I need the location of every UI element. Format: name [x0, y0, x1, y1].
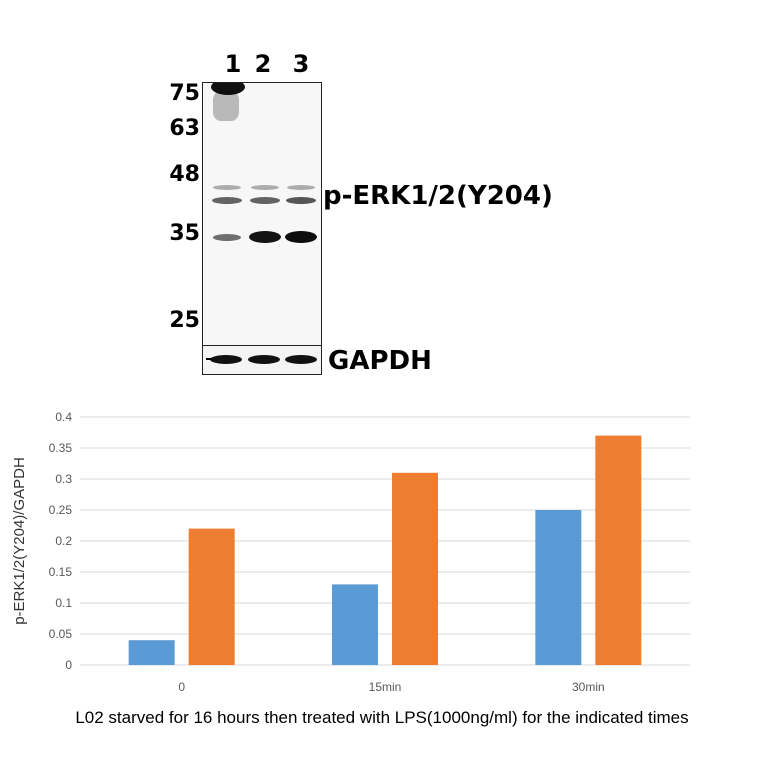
x-tick-label-1: 15min — [369, 680, 402, 694]
band-lane3-erk1 — [286, 197, 316, 204]
y-tick-label-4: 0.2 — [55, 534, 72, 548]
bar-chart: 0 0.05 0.1 0.15 0.2 0.25 0.3 0.35 0.4 0 15min 30min… — [0, 395, 764, 764]
band-lane3-48kda-upper — [287, 185, 315, 190]
lane-label-3: 3 — [292, 50, 310, 78]
y-tick-label-0: 0 — [65, 658, 72, 672]
lane-label-2: 2 — [254, 50, 272, 78]
band-lane1-75kda — [211, 83, 245, 95]
y-axis-label: p-ERK1/2(Y204)/GAPDH — [11, 457, 28, 625]
bar-series1-1 — [332, 584, 378, 665]
marker-48: 48 — [169, 162, 200, 187]
y-tick-label-5: 0.25 — [49, 503, 73, 517]
band-lane2-erk1 — [250, 197, 280, 204]
marker-75: 75 — [169, 81, 200, 106]
band-lane2-gapdh — [248, 355, 280, 364]
band-lane1-erk1 — [212, 197, 242, 204]
target-protein-label: p-ERK1/2(Y204) — [323, 181, 553, 211]
bar-series2-0 — [188, 528, 235, 665]
y-tick-label-3: 0.15 — [49, 565, 73, 579]
y-tick-label-7: 0.35 — [49, 441, 73, 455]
band-lane3-gapdh — [285, 355, 317, 364]
gapdh-tick — [206, 358, 212, 360]
gapdh-blot-membrane — [202, 345, 322, 375]
western-blot-panel: 1 2 3 75 63 48 35 25 p-ERK1/2(Y204) GAPD… — [160, 40, 600, 380]
bar-series1-2 — [535, 510, 582, 665]
bar-series2-1 — [392, 472, 438, 665]
bar-series2-2 — [595, 435, 642, 665]
figure-caption: L02 starved for 16 hours then treated wi… — [75, 708, 689, 727]
marker-63: 63 — [169, 116, 200, 141]
band-lane1-erk2 — [213, 234, 241, 241]
x-tick-label-2: 30min — [572, 680, 605, 694]
lane-label-1: 1 — [224, 50, 242, 78]
y-tick-label-8: 0.4 — [55, 410, 72, 424]
band-lane2-erk2 — [249, 231, 281, 243]
loading-control-label: GAPDH — [328, 346, 432, 376]
blot-membrane — [202, 82, 322, 350]
band-lane1-48kda-upper — [213, 185, 241, 190]
bar-chart-svg: 0 0.05 0.1 0.15 0.2 0.25 0.3 0.35 0.4 0 15min 30min… — [11, 410, 690, 694]
y-tick-label-6: 0.3 — [55, 472, 72, 486]
marker-35: 35 — [169, 221, 200, 246]
band-lane3-erk2 — [285, 231, 317, 243]
y-tick-label-1: 0.05 — [49, 627, 73, 641]
x-tick-label-0: 0 — [178, 680, 185, 694]
band-lane1-gapdh — [210, 355, 242, 364]
band-lane2-48kda-upper — [251, 185, 279, 190]
y-tick-label-2: 0.1 — [55, 596, 72, 610]
marker-25: 25 — [169, 308, 200, 333]
smear-lane1 — [213, 91, 239, 121]
bar-series1-0 — [128, 640, 175, 665]
